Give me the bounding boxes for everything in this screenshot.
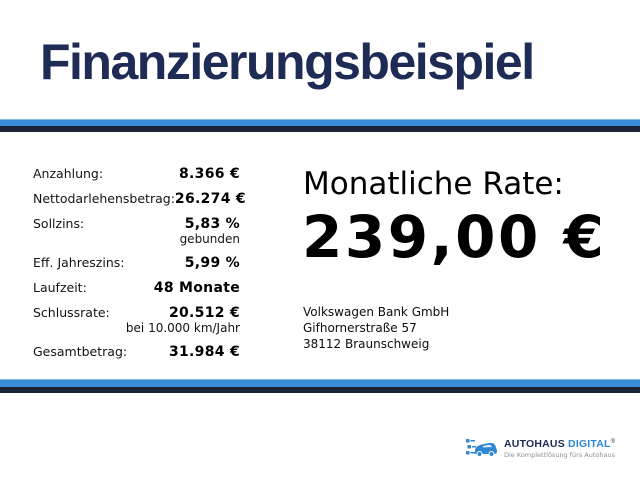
table-row: Laufzeit: 48 Monate [33, 280, 240, 296]
bank-address: Volkswagen Bank GmbH Gifhornerstraße 57 … [303, 304, 449, 352]
finance-row-value: 26.274 € [174, 191, 246, 207]
finance-row-label: Gesamtbetrag: [33, 344, 128, 359]
bank-city: 38112 Braunschweig [303, 337, 430, 351]
finance-row-value: 8.366 € [179, 166, 240, 182]
bottom-divider-bar [0, 379, 640, 393]
financing-details-table: Anzahlung: 8.366 € Nettodarlehensbetrag:… [33, 166, 246, 369]
logo-tagline: Die Komplettlösung fürs Autohaus [504, 451, 615, 459]
logo-brand-secondary: DIGITAL [564, 438, 611, 450]
car-logo-icon [466, 439, 497, 457]
top-divider-dark-stripe [0, 126, 640, 132]
logo-brand-name: AUTOHAUS DIGITAL® [504, 437, 615, 450]
bank-street: Gifhornerstraße 57 [303, 321, 417, 335]
autohaus-digital-logo: AUTOHAUS DIGITAL® Die Komplettlösung für… [466, 433, 615, 459]
bank-name: Volkswagen Bank GmbH [303, 305, 450, 319]
table-row: Sollzins: 5,83 % [33, 216, 240, 232]
finance-row-label: Schlussrate: [33, 305, 110, 320]
table-row: Anzahlung: 8.366 € [33, 166, 240, 182]
finance-row-value: 48 Monate [153, 280, 240, 296]
finance-row-value: 31.984 € [168, 344, 240, 360]
logo-text-block: AUTOHAUS DIGITAL® Die Komplettlösung für… [504, 433, 615, 460]
finance-row-value: 20.512 € [168, 305, 240, 321]
top-divider-bar [0, 119, 640, 132]
finance-row-value: 5,83 % [184, 216, 240, 232]
finance-row-value: 5,99 % [184, 255, 240, 271]
bottom-divider-dark-stripe [0, 387, 640, 393]
table-row: Gesamtbetrag: 31.984 € [33, 344, 240, 360]
finance-row-label: Sollzins: [33, 216, 85, 231]
logo-brand-primary: AUTOHAUS [504, 438, 565, 450]
table-row: Eff. Jahreszins: 5,99 % [33, 255, 240, 271]
finance-row-label: Anzahlung: [33, 166, 104, 181]
table-row: Schlussrate: 20.512 € [33, 305, 240, 321]
monthly-rate-label: Monatliche Rate: [303, 166, 564, 202]
finance-row-subnote: gebunden [179, 232, 240, 246]
page-title: Finanzierungsbeispiel [40, 34, 535, 90]
finance-row-subnote: bei 10.000 km/Jahr [125, 321, 240, 335]
finance-row-label: Eff. Jahreszins: [33, 255, 125, 270]
registered-trademark-icon: ® [610, 439, 616, 445]
bottom-divider-blue-stripe [0, 379, 640, 387]
table-row: Nettodarlehensbetrag: 26.274 € [33, 191, 246, 207]
top-divider-blue-stripe [0, 119, 640, 126]
finance-row-label: Laufzeit: [33, 280, 87, 295]
finance-row-label: Nettodarlehensbetrag: [33, 191, 175, 206]
monthly-rate-value: 239,00 € [302, 203, 607, 271]
